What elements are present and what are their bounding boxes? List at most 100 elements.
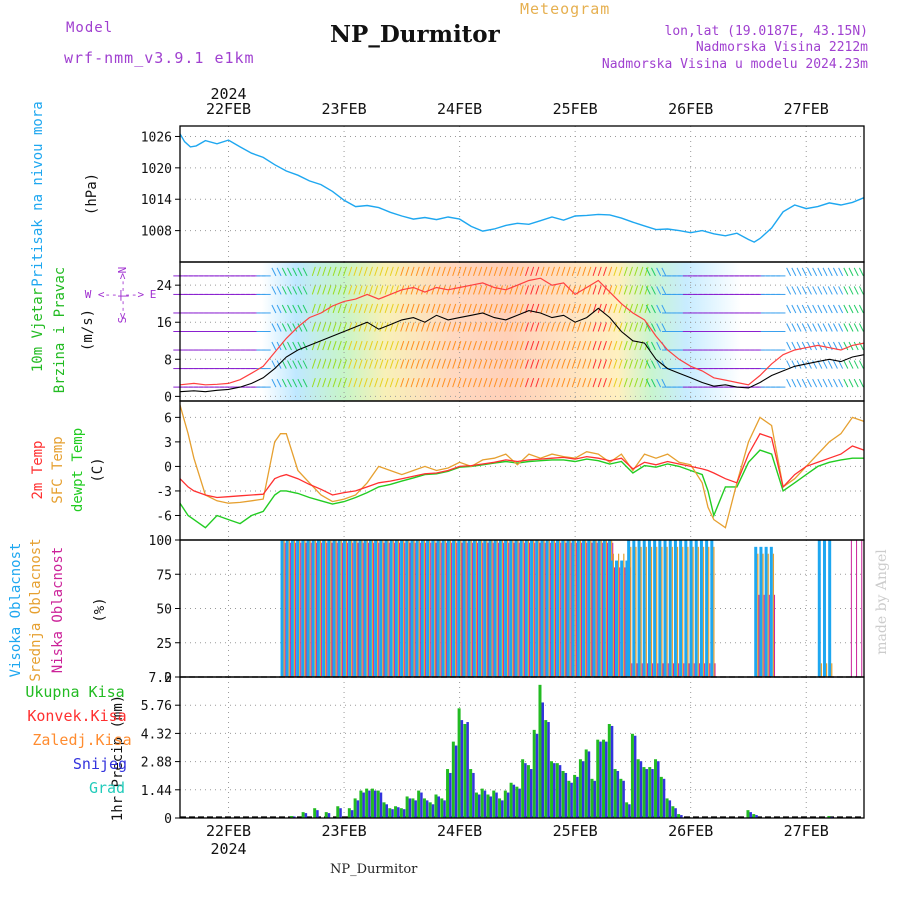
wind-barb (332, 359, 337, 369)
mid-cloud-bar (569, 540, 571, 677)
mid-cloud-bar (612, 553, 615, 677)
wind-barb (556, 359, 561, 369)
wind-barb (287, 378, 292, 388)
wind-barb (405, 359, 410, 369)
wind-barb (276, 304, 282, 314)
compass-arrow-v: <--|--> (116, 272, 129, 319)
total-precip-bar (642, 767, 646, 818)
low-cloud-bar (373, 542, 375, 677)
wind-barb (651, 323, 656, 332)
top-day-label: 23FEB (321, 100, 366, 118)
mid-cloud-bar (585, 540, 587, 677)
mid-cloud-bar (397, 540, 400, 677)
wind-unit: (m/s) (80, 309, 96, 351)
wind-barb (488, 359, 493, 369)
wind-barb (343, 303, 347, 314)
wind-barb (822, 341, 828, 351)
mid-cloud-bar (600, 540, 602, 677)
wind-barb (431, 359, 436, 369)
wind-barb (561, 322, 566, 332)
wind-barb (827, 304, 833, 314)
wind-barb (786, 286, 792, 295)
wind-barb (369, 359, 373, 369)
wind-barb (436, 377, 441, 388)
low-cloud-bar (641, 663, 643, 677)
total-precip-bar (613, 769, 617, 818)
high-cloud-bar (296, 540, 300, 677)
low-cloud-bar (774, 594, 776, 677)
mid-cloud-bar (772, 553, 775, 677)
wind-barb (483, 340, 488, 351)
wind-barb (812, 360, 818, 369)
wind-barb (592, 340, 597, 351)
pressure-unit: (hPa) (84, 173, 100, 215)
wind-barb (374, 285, 379, 295)
wind-barb (447, 377, 451, 388)
snow-precip-bar (680, 815, 683, 818)
snow-precip-bar (616, 771, 620, 818)
high-cloud-bar (530, 540, 534, 677)
wind-barb (483, 322, 488, 332)
wind-barb (462, 377, 467, 388)
low-cloud-bar (305, 542, 307, 677)
mid-cloud-bar (325, 540, 327, 677)
wind-barb (858, 267, 864, 277)
wind-barb (317, 377, 321, 388)
wind-ytick-label: 8 (164, 353, 172, 368)
temp-ylabel-3: dewpt Temp (70, 428, 86, 512)
pressure-ytick-label: 1026 (141, 130, 172, 145)
wind-barb (514, 359, 519, 369)
model-label: Model (66, 20, 114, 36)
wind-barb (858, 323, 864, 332)
wind-barb (363, 359, 368, 369)
wind-barb (410, 303, 415, 314)
wind-barb (467, 359, 472, 369)
wind-barb (566, 285, 571, 295)
wind-barb (848, 378, 854, 388)
wind-barb (791, 286, 797, 295)
wind-barb (478, 340, 483, 351)
wind-barb (311, 377, 316, 388)
wind-barb (421, 322, 425, 332)
wind-barb (348, 303, 353, 314)
low-cloud-bar (693, 663, 695, 677)
wind-barb (379, 359, 384, 369)
wind-barb (405, 285, 410, 295)
wind-barb (597, 285, 602, 295)
wind-barb (405, 377, 410, 388)
wind-barb (478, 303, 483, 314)
wind-barb (297, 360, 303, 369)
total-precip-bar (498, 798, 502, 818)
mid-cloud-bar (682, 546, 684, 677)
high-cloud-bar (710, 540, 714, 677)
snow-precip-bar (633, 735, 637, 818)
wind-barb (384, 322, 389, 332)
wind-barb (384, 359, 389, 369)
snow-precip-bar (483, 790, 487, 818)
wind-barb (431, 322, 436, 332)
wind-barb (472, 303, 477, 314)
low-cloud-bar (714, 663, 716, 677)
wind-barb (556, 377, 561, 388)
temperature-ytick-label: 6 (164, 411, 172, 426)
top-day-label: 25FEB (553, 100, 598, 118)
wind-barb (822, 286, 828, 295)
high-cloud-bar (828, 540, 832, 677)
wind-barb (639, 266, 644, 277)
wind-barb (530, 322, 535, 332)
total-precip-bar (503, 790, 507, 818)
low-cloud-bar (357, 542, 359, 677)
precip-legend-item: Snijeg (73, 755, 127, 773)
snow-precip-bar (408, 798, 412, 818)
wind-barb (358, 266, 363, 277)
snow-precip-bar (339, 808, 342, 818)
compass-arrow-h: <--|--> (98, 288, 145, 301)
mid-cloud-bar (676, 546, 679, 677)
mid-cloud-bar (831, 663, 833, 677)
wind-barb (645, 378, 651, 388)
snow-precip-bar (327, 813, 331, 818)
top-day-label: 22FEB (206, 100, 251, 118)
wind-barb (441, 285, 446, 295)
wind-barb (343, 322, 347, 332)
wind-barb (287, 304, 292, 314)
